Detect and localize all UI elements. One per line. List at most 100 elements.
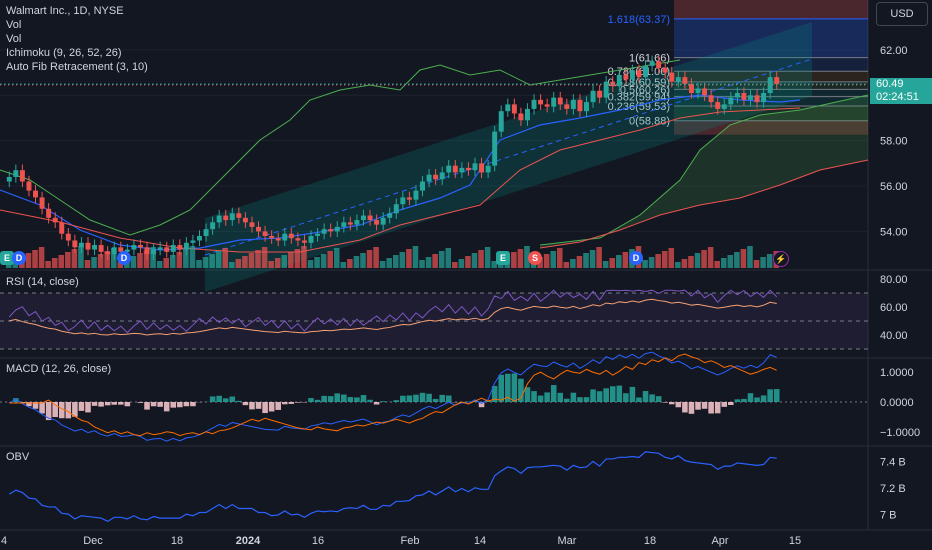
volume-bar-112 [740,249,747,268]
ichimoku-lagging [0,59,681,236]
volume-bar-74 [491,261,497,268]
volume-bar-107 [707,247,714,268]
macd-hist-47 [314,399,321,402]
macd-tick-0: 1.0000 [880,367,914,379]
macd-hist-84 [557,392,564,402]
price-tick-3: 56.00 [880,181,908,193]
candle-body-47 [315,233,321,236]
candle-body-32 [216,215,222,223]
candle-body-97 [643,65,649,78]
event-split[interactable]: S [528,251,542,265]
candle-body-75 [498,111,504,132]
macd-pane-title[interactable]: MACD (12, 26, close) [6,363,112,375]
macd-hist-5 [39,402,45,414]
indicator-ichimoku[interactable]: Ichimoku (9, 26, 52, 26) [6,47,122,59]
volume-bar-47 [314,257,320,268]
candle-body-25 [170,245,176,252]
obv-pane-title[interactable]: OBV [6,451,30,463]
candle-body-55 [367,215,373,221]
candle-body-4 [33,190,38,198]
indicator-fib[interactable]: Auto Fib Retracement (3, 10) [6,61,148,73]
candle-body-73 [485,165,491,173]
volume-bar-64 [425,257,432,268]
macd-hist-94 [623,393,629,402]
fib-zone-top [674,0,868,19]
macd-hist-11 [78,402,85,411]
macd-hist-107 [708,402,714,414]
date-tick-10: 15 [789,535,801,547]
volume-bar-57 [379,261,386,268]
fib-label-1: 1(61.66) [629,53,670,65]
macd-hist-25 [170,402,177,408]
volume-bar-66 [438,251,445,268]
volume-bar-102 [675,262,681,268]
macd-hist-53 [354,397,360,402]
candle-body-107 [708,95,714,103]
volume-bar-12 [84,260,91,268]
event-dividend-3[interactable]: D [12,251,26,265]
candle-body-20 [137,245,143,248]
volume-bar-46 [307,260,314,268]
candle-body-80 [531,99,537,109]
volume-bar-19 [130,256,137,268]
candle-body-31 [210,222,216,230]
candle-body-70 [465,167,471,171]
event-earnings-1[interactable]: E [496,251,510,265]
macd-hist-16 [111,402,118,405]
event-earnings-2[interactable]: E [0,251,14,265]
macd-hist-49 [327,396,334,402]
rsi-ma-line [9,298,777,336]
candle-body-0 [6,176,12,182]
date-tick-0: 4 [1,535,7,547]
currency-button[interactable]: USD [876,2,928,26]
lightning-icon[interactable]: ⚡ [773,251,789,267]
symbol-title[interactable]: Walmart Inc., 1D, NYSE [6,5,124,17]
candle-body-37 [249,222,255,227]
volume-bar-45 [301,246,307,268]
candle-body-88 [584,102,589,112]
macd-hist-65 [432,398,439,402]
candle-body-26 [177,245,183,250]
macd-hist-61 [406,395,413,402]
macd-hist-2 [19,402,26,403]
rsi-pane-title[interactable]: RSI (14, close) [6,276,79,288]
volume-bar-14 [97,254,104,268]
fib-label-5: 0.382(59.94) [608,92,670,104]
volume-bar-9 [65,252,71,268]
macd-hist-43 [288,402,295,404]
volume-bar-69 [458,259,465,268]
candle-body-90 [597,90,603,98]
macd-hist-14 [98,402,104,407]
fib-zone-1 [674,57,868,72]
volume-bar-28 [189,246,196,268]
macd-hist-8 [58,402,65,419]
volume-bar-5 [38,247,45,268]
volume-bar-48 [320,254,327,268]
price-tick-4: 54.00 [880,226,908,238]
candle-body-53 [354,220,360,225]
candle-body-104 [688,83,694,94]
candle-body-41 [275,238,281,241]
candle-body-113 [748,95,753,100]
macd-hist-93 [616,385,623,402]
date-tick-4: 16 [312,535,324,547]
volume-bar-38 [255,250,261,268]
macd-hist-105 [695,402,701,410]
event-dividend-2[interactable]: D [629,251,643,265]
date-tick-1: Dec [83,535,103,547]
event-dividend-1[interactable]: D [117,251,131,265]
macd-hist-87 [577,397,583,402]
volume-bar-27 [183,249,189,268]
candle-body-76 [505,104,511,112]
macd-hist-90 [596,391,603,402]
macd-hist-91 [603,388,609,402]
indicator-vol-2[interactable]: Vol [6,33,22,45]
volume-bar-6 [45,261,51,268]
volume-bar-90 [596,247,602,268]
volume-bar-24 [163,258,169,268]
indicator-vol-1[interactable]: Vol [6,19,22,31]
macd-hist-114 [754,397,760,402]
volume-bar-89 [589,250,596,268]
volume-bar-23 [156,261,163,268]
